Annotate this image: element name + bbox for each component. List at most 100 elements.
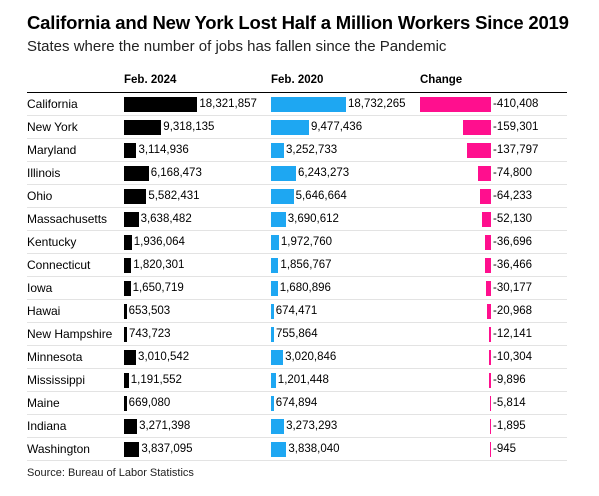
- state-label: Kentucky: [27, 235, 77, 249]
- state-label: California: [27, 97, 78, 111]
- column-header-feb-2020: Feb. 2020: [271, 74, 324, 86]
- bar-change: [489, 373, 491, 388]
- value-label-change: -74,800: [493, 167, 533, 179]
- value-label-feb-2024: 3,837,095: [141, 443, 193, 455]
- value-label-feb-2020: 3,020,846: [285, 351, 337, 363]
- bar-feb-2024: [124, 442, 140, 457]
- value-label-feb-2024: 18,321,857: [199, 98, 257, 110]
- value-label-feb-2024: 3,638,482: [140, 213, 192, 225]
- state-label: Connecticut: [27, 258, 91, 272]
- row-divider: [27, 437, 567, 438]
- value-label-feb-2024: 669,080: [128, 397, 171, 409]
- value-label-feb-2024: 743,723: [128, 328, 171, 340]
- table-row: Illinois 6,168,473 6,243,273 -74,800: [0, 162, 599, 185]
- value-label-feb-2020: 18,732,265: [348, 98, 406, 110]
- value-label-feb-2024: 3,114,936: [138, 144, 189, 156]
- state-label: Washington: [27, 442, 90, 456]
- state-label: Minnesota: [27, 350, 83, 364]
- bar-feb-2020: [271, 120, 309, 135]
- bar-change: [489, 419, 491, 434]
- value-label-change: -1,895: [493, 420, 526, 432]
- bar-change: [484, 258, 491, 273]
- bar-feb-2020: [271, 189, 294, 204]
- header-divider: [27, 92, 567, 93]
- value-label-feb-2020: 674,894: [275, 397, 318, 409]
- value-label-feb-2020: 1,680,896: [279, 282, 331, 294]
- bar-change: [479, 189, 491, 204]
- table-row: Massachusetts 3,638,482 3,690,612 -52,130: [0, 208, 599, 231]
- bar-feb-2024: [124, 419, 138, 434]
- bar-feb-2024: [124, 304, 127, 319]
- value-label-change: -36,696: [493, 236, 533, 248]
- value-label-feb-2024: 3,010,542: [138, 351, 190, 363]
- bar-feb-2020: [271, 97, 346, 112]
- bar-feb-2020: [271, 235, 279, 250]
- bar-feb-2024: [124, 166, 149, 181]
- value-label-change: -52,130: [493, 213, 533, 225]
- row-divider: [27, 414, 567, 415]
- value-label-change: -945: [493, 443, 517, 455]
- bar-feb-2024: [124, 212, 139, 227]
- value-label-feb-2020: 9,477,436: [310, 121, 363, 133]
- value-label-feb-2024: 1,820,301: [133, 259, 185, 271]
- value-label-feb-2020: 1,201,448: [277, 374, 329, 386]
- bar-feb-2024: [124, 396, 127, 411]
- bar-change: [485, 281, 491, 296]
- value-label-change: -64,233: [493, 190, 533, 202]
- bar-feb-2020: [271, 212, 286, 227]
- value-label-feb-2024: 1,650,719: [132, 282, 184, 294]
- value-label-feb-2020: 1,972,760: [280, 236, 333, 248]
- value-label-feb-2024: 3,271,398: [139, 420, 191, 432]
- value-label-feb-2020: 6,243,273: [297, 167, 350, 179]
- bar-change: [488, 327, 491, 342]
- bar-feb-2020: [271, 396, 274, 411]
- value-label-feb-2020: 3,252,733: [286, 144, 338, 156]
- row-divider: [27, 207, 567, 208]
- value-label-feb-2020: 674,471: [275, 305, 318, 317]
- row-divider: [27, 253, 567, 254]
- table-row: Iowa 1,650,719 1,680,896 -30,177: [0, 277, 599, 300]
- value-label-feb-2020: 755,864: [276, 328, 318, 340]
- value-label-change: -36,466: [493, 259, 533, 271]
- table-row: Minnesota 3,010,542 3,020,846 -10,304: [0, 346, 599, 369]
- bar-feb-2020: [271, 350, 284, 365]
- bar-feb-2020: [271, 143, 285, 158]
- bar-feb-2024: [124, 281, 131, 296]
- row-divider: [27, 230, 567, 231]
- table-row: Maine 669,080 674,894 -5,814: [0, 392, 599, 415]
- state-label: Maine: [27, 396, 60, 410]
- row-divider: [27, 184, 567, 185]
- table-row: Washington 3,837,095 3,838,040 -945: [0, 438, 599, 461]
- bar-change: [487, 304, 491, 319]
- table-row: New York 9,318,135 9,477,436 -159,301: [0, 116, 599, 139]
- bar-change: [489, 396, 491, 411]
- state-label: New York: [27, 120, 78, 134]
- bar-feb-2020: [271, 304, 274, 319]
- table-row: Indiana 3,271,398 3,273,293 -1,895: [0, 415, 599, 438]
- state-label: Illinois: [27, 166, 61, 180]
- row-divider: [27, 322, 567, 323]
- bar-feb-2024: [124, 143, 137, 158]
- value-label-change: -137,797: [493, 144, 539, 156]
- bar-feb-2020: [271, 327, 275, 342]
- row-divider: [27, 299, 567, 300]
- table-row: California 18,321,857 18,732,265 -410,408: [0, 93, 599, 116]
- value-label-change: -5,814: [493, 397, 526, 409]
- bar-change: [467, 143, 491, 158]
- row-divider: [27, 460, 567, 461]
- value-label-change: -20,968: [493, 305, 533, 317]
- table-row: Kentucky 1,936,064 1,972,760 -36,696: [0, 231, 599, 254]
- bar-feb-2020: [271, 258, 279, 273]
- chart-title: California and New York Lost Half a Mill…: [27, 12, 569, 33]
- bar-change: [478, 166, 491, 181]
- row-divider: [27, 276, 567, 277]
- bar-change: [489, 442, 491, 457]
- state-label: Indiana: [27, 419, 67, 433]
- column-header-change: Change: [420, 74, 463, 86]
- state-label: Hawai: [27, 304, 61, 318]
- bar-feb-2020: [271, 373, 276, 388]
- bar-feb-2020: [271, 419, 285, 434]
- value-label-change: -410,408: [493, 98, 539, 110]
- value-label-feb-2024: 6,168,473: [150, 167, 202, 179]
